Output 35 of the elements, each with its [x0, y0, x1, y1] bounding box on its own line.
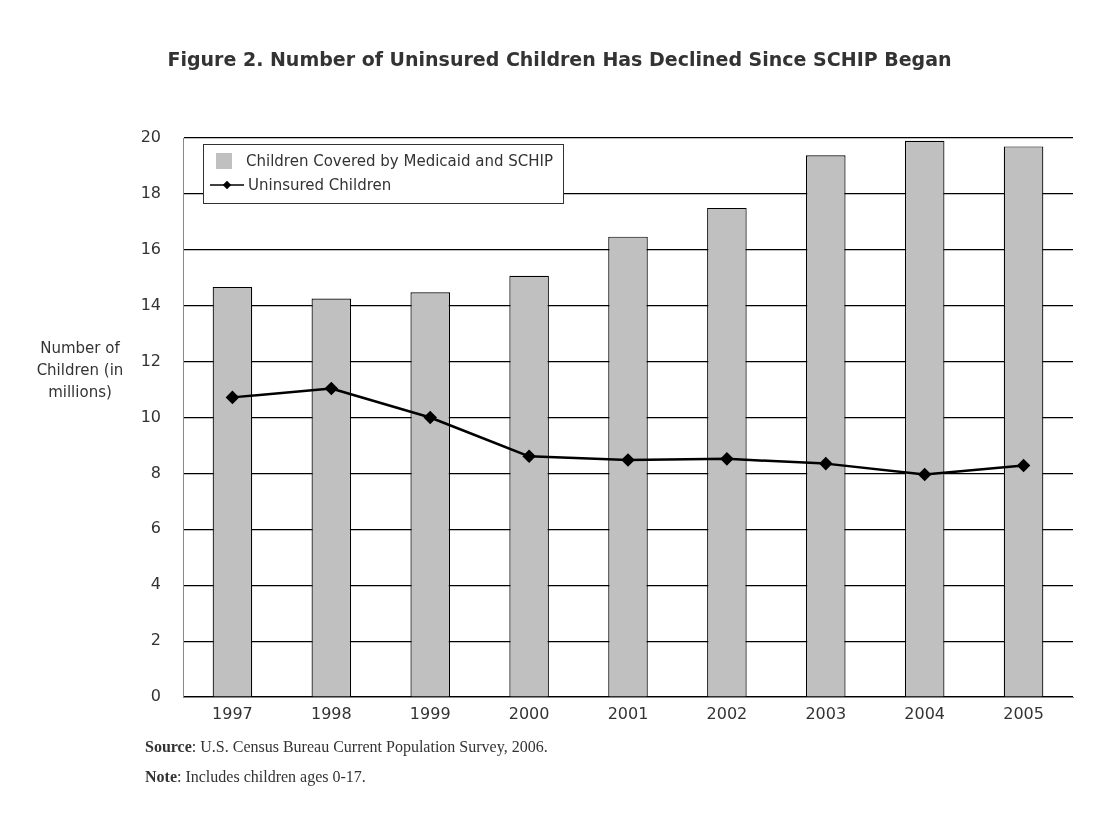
x-tick-label: 1997: [212, 703, 253, 723]
x-tick-label: 2004: [904, 703, 946, 723]
y-axis-title: Number of Children (in millions): [36, 338, 124, 403]
x-tick-label: 2000: [508, 703, 550, 723]
y-tick-label: 10: [140, 406, 161, 426]
legend-label: Uninsured Children: [248, 176, 392, 194]
point: [1017, 459, 1030, 472]
y-tick-label: 8: [150, 462, 161, 482]
x-tick-label: 2002: [706, 703, 748, 723]
y-tick-label: 12: [140, 350, 161, 370]
point: [819, 457, 833, 470]
text: Note: Includes children ages 0-17.: [145, 768, 366, 786]
y-tick-label: 0: [150, 686, 161, 706]
y-tick-label: 2: [150, 630, 161, 650]
y-tick-label: 20: [140, 127, 161, 147]
y-tick-label: 14: [140, 294, 161, 314]
point: [621, 453, 635, 467]
x-tick-label: 1998: [310, 703, 352, 723]
source-note: Source: U.S. Census Bureau Current Population Survey, 2006.: [145, 738, 548, 756]
point: [325, 382, 338, 395]
x-tick-label: 2001: [607, 703, 649, 723]
x-tick-label: 1999: [409, 703, 451, 723]
point: [720, 452, 734, 466]
y-tick-label: 18: [140, 183, 161, 203]
x-tick-label: 2003: [805, 703, 847, 723]
point: [522, 450, 536, 463]
x-tick-label: 2005: [1003, 703, 1044, 723]
point: [226, 391, 239, 404]
point: [423, 411, 437, 424]
y-tick-label: 16: [140, 238, 161, 258]
y-tick-label: 4: [150, 574, 161, 594]
y-tick-label: 6: [150, 518, 161, 538]
point: [918, 468, 931, 481]
legend-label: Children Covered by Medicaid and SCHIP: [246, 152, 553, 170]
chart-title: Figure 2. Number of Uninsured Children Has Declined Since SCHIP Began: [166, 48, 953, 70]
